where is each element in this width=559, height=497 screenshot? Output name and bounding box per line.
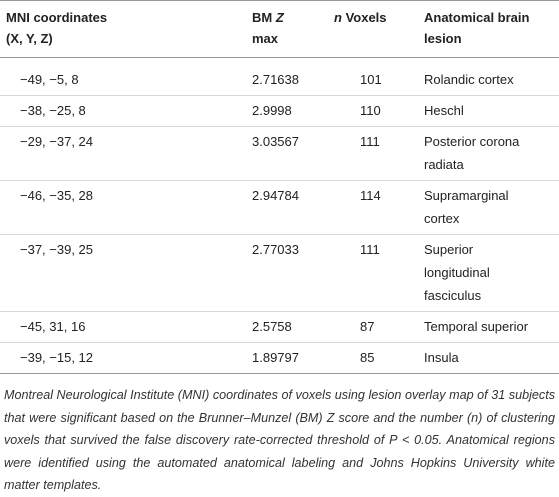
table-body: −49, −5, 8 2.71638 101 Rolandic cortex −38, … <box>0 57 559 374</box>
cell-text: Temporal superior <box>424 319 529 334</box>
table-note: Montreal Neurological Institute (MNI) co… <box>4 388 555 492</box>
header-run: MNI coordinates (X, Y, Z) <box>6 10 108 46</box>
cell-text: 101 <box>360 72 382 87</box>
cell-text: 1.89797 <box>252 350 299 365</box>
cell-text: Superior longitudinal fasciculus <box>424 242 490 303</box>
cell-text: Supramarginal cortex <box>424 188 509 226</box>
column-header: n Voxels <box>312 1 417 58</box>
table-cell: 3.03567 <box>188 126 312 181</box>
table-cell: 111 <box>312 234 417 312</box>
cell-text: 111 <box>360 242 380 257</box>
table-row: −39, −15, 12 1.89797 85 Insula <box>0 342 559 374</box>
cell-text: Rolandic cortex <box>424 72 514 87</box>
cell-text: 111 <box>360 134 380 149</box>
table-cell: −38, −25, 8 <box>0 95 188 127</box>
cell-text: 2.9998 <box>252 103 292 118</box>
header-run: max <box>252 31 279 46</box>
table-cell: −39, −15, 12 <box>0 342 188 374</box>
table-row: −49, −5, 8 2.71638 101 Rolandic cortex <box>0 57 559 96</box>
table-cell: Posterior corona radiata <box>417 126 559 181</box>
cell-text: −29, −37, 24 <box>20 134 94 149</box>
cell-text: 110 <box>360 103 381 118</box>
cell-text: Heschl <box>424 103 464 118</box>
table-cell: 1.89797 <box>188 342 312 374</box>
table-cell: −37, −39, 25 <box>0 234 188 312</box>
header-run: n <box>334 10 342 25</box>
table-cell: −46, −35, 28 <box>0 180 188 235</box>
column-header: MNI coordinates (X, Y, Z) <box>0 1 188 58</box>
cell-text: −45, 31, 16 <box>20 319 86 334</box>
table: MNI coordinates (X, Y, Z) BM Z max n Voxel… <box>0 0 559 374</box>
table-row: −45, 31, 16 2.5758 87 Temporal superior <box>0 311 559 343</box>
cell-text: Insula <box>424 350 459 365</box>
header-run: Anatomical brain lesion <box>424 10 530 46</box>
header-run: Z <box>275 10 284 25</box>
cell-text: 3.03567 <box>252 134 299 149</box>
header-text: BM Z max <box>252 7 306 49</box>
table-cell: 87 <box>312 311 417 343</box>
cell-text: −37, −39, 25 <box>20 242 94 257</box>
cell-text: −49, −5, 8 <box>20 72 79 87</box>
cell-text: −39, −15, 12 <box>20 350 94 365</box>
cell-text: 2.71638 <box>252 72 299 87</box>
table-cell: 2.94784 <box>188 180 312 235</box>
table-cell: Insula <box>417 342 559 374</box>
header-text: n Voxels <box>334 7 411 28</box>
table-cell: 2.71638 <box>188 57 312 96</box>
header-text: Anatomical brain lesion <box>424 7 542 49</box>
column-header: Anatomical brain lesion <box>417 1 559 58</box>
cell-text: 2.77033 <box>252 242 299 257</box>
table-cell: 114 <box>312 180 417 235</box>
cell-text: 85 <box>360 350 375 365</box>
table-cell: −29, −37, 24 <box>0 126 188 181</box>
header-run: BM <box>252 10 276 25</box>
header-row: MNI coordinates (X, Y, Z) BM Z max n Voxel… <box>0 0 559 58</box>
table-cell: Superior longitudinal fasciculus <box>417 234 559 312</box>
table-row: −38, −25, 8 2.9998 110 Heschl <box>0 95 559 127</box>
table-cell: 2.5758 <box>188 311 312 343</box>
table-cell: 85 <box>312 342 417 374</box>
cell-text: 2.94784 <box>252 188 299 203</box>
table-cell: 110 <box>312 95 417 127</box>
cell-text: 2.5758 <box>252 319 292 334</box>
table-cell: Heschl <box>417 95 559 127</box>
cell-text: Posterior corona radiata <box>424 134 520 172</box>
cell-text: −46, −35, 28 <box>20 188 94 203</box>
cell-text: −38, −25, 8 <box>20 103 86 118</box>
table-cell: −49, −5, 8 <box>0 57 188 96</box>
table-cell: Rolandic cortex <box>417 57 559 96</box>
table-cell: 111 <box>312 126 417 181</box>
table-cell: Temporal superior <box>417 311 559 343</box>
table-row: −46, −35, 28 2.94784 114 Supramarginal cort… <box>0 180 559 235</box>
cell-text: 87 <box>360 319 375 334</box>
header-run: Voxels <box>341 10 387 25</box>
table-cell: 101 <box>312 57 417 96</box>
table-row: −37, −39, 25 2.77033 111 Superior longitudi… <box>0 234 559 312</box>
table-cell: 2.77033 <box>188 234 312 312</box>
table-cell: −45, 31, 16 <box>0 311 188 343</box>
header-text: MNI coordinates (X, Y, Z) <box>6 7 124 49</box>
table-cell: 2.9998 <box>188 95 312 127</box>
table-cell: Supramarginal cortex <box>417 180 559 235</box>
cell-text: 114 <box>360 188 381 203</box>
table-row: −29, −37, 24 3.03567 111 Posterior corona r… <box>0 126 559 181</box>
column-header: BM Z max <box>188 1 312 58</box>
